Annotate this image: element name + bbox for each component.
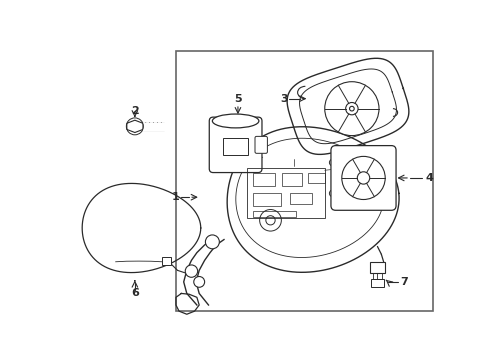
Bar bbox=[371, 279, 384, 287]
Circle shape bbox=[325, 82, 379, 136]
FancyBboxPatch shape bbox=[331, 145, 396, 210]
Circle shape bbox=[194, 276, 205, 287]
Text: 1: 1 bbox=[172, 192, 180, 202]
Bar bbox=[176, 51, 433, 311]
Text: 2: 2 bbox=[131, 106, 139, 116]
Bar bbox=[253, 211, 296, 217]
Text: 3: 3 bbox=[280, 94, 288, 104]
Bar bbox=[290, 193, 312, 204]
Circle shape bbox=[185, 265, 197, 277]
Bar bbox=[282, 172, 301, 186]
Bar bbox=[253, 172, 275, 186]
Polygon shape bbox=[127, 120, 143, 132]
Circle shape bbox=[205, 235, 220, 249]
Bar bbox=[308, 172, 325, 183]
Text: 7: 7 bbox=[401, 277, 409, 287]
Text: 6: 6 bbox=[131, 288, 139, 298]
Bar bbox=[247, 168, 325, 218]
Bar bbox=[223, 138, 248, 155]
Text: 4: 4 bbox=[425, 173, 433, 183]
Bar bbox=[369, 262, 385, 273]
Bar bbox=[162, 257, 171, 265]
Text: 5: 5 bbox=[234, 94, 242, 104]
Ellipse shape bbox=[212, 114, 259, 128]
Bar bbox=[253, 193, 281, 206]
FancyBboxPatch shape bbox=[255, 136, 268, 153]
FancyBboxPatch shape bbox=[209, 117, 262, 172]
